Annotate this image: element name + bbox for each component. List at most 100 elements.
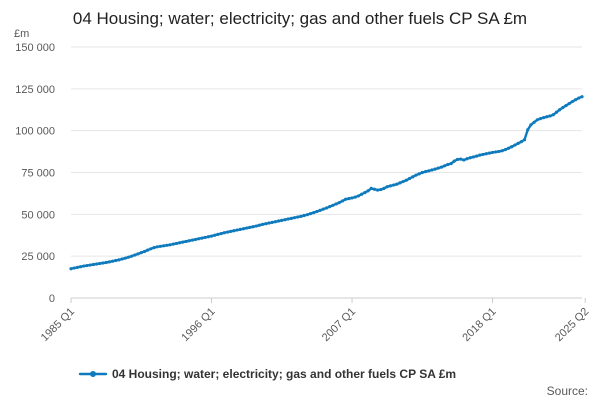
data-point[interactable] xyxy=(238,227,242,231)
data-point[interactable] xyxy=(289,216,293,220)
data-point[interactable] xyxy=(120,257,124,261)
data-point[interactable] xyxy=(257,223,262,227)
data-point[interactable] xyxy=(101,261,105,265)
data-point[interactable] xyxy=(372,187,377,191)
data-point[interactable] xyxy=(570,99,575,104)
data-point[interactable] xyxy=(273,220,277,224)
data-point[interactable] xyxy=(219,231,223,236)
data-point[interactable] xyxy=(468,156,472,160)
data-point[interactable] xyxy=(529,123,533,127)
data-point[interactable] xyxy=(439,165,444,169)
data-point[interactable] xyxy=(558,108,562,112)
data-point[interactable] xyxy=(369,186,373,190)
data-point[interactable] xyxy=(500,149,504,153)
data-point[interactable] xyxy=(510,145,514,149)
data-point[interactable] xyxy=(328,205,332,209)
data-point[interactable] xyxy=(296,215,300,219)
data-point[interactable] xyxy=(264,222,268,226)
data-point[interactable] xyxy=(200,236,204,240)
data-point[interactable] xyxy=(302,213,306,218)
data-point[interactable] xyxy=(554,110,559,114)
data-point[interactable] xyxy=(152,246,156,250)
data-point[interactable] xyxy=(312,211,316,215)
data-point[interactable] xyxy=(577,96,581,100)
data-point[interactable] xyxy=(158,244,163,248)
data-point[interactable] xyxy=(567,101,571,106)
data-point[interactable] xyxy=(270,220,274,224)
data-point[interactable] xyxy=(171,242,175,246)
data-point[interactable] xyxy=(117,258,121,262)
data-point[interactable] xyxy=(123,256,127,260)
data-point[interactable] xyxy=(423,170,428,174)
data-point[interactable] xyxy=(139,251,143,255)
data-point[interactable] xyxy=(356,194,361,198)
data-point[interactable] xyxy=(308,212,313,216)
data-point[interactable] xyxy=(251,225,255,229)
data-point[interactable] xyxy=(548,114,552,118)
data-point[interactable] xyxy=(427,169,431,173)
data-point[interactable] xyxy=(254,224,258,228)
data-point[interactable] xyxy=(452,159,456,163)
data-point[interactable] xyxy=(490,150,495,155)
data-point[interactable] xyxy=(379,187,383,192)
data-point[interactable] xyxy=(344,197,348,201)
data-point[interactable] xyxy=(382,186,386,190)
data-point[interactable] xyxy=(542,116,546,120)
data-point[interactable] xyxy=(245,226,249,230)
data-point[interactable] xyxy=(94,262,99,266)
data-point[interactable] xyxy=(526,128,530,132)
data-point[interactable] xyxy=(88,263,92,267)
data-point[interactable] xyxy=(318,208,322,212)
data-point[interactable] xyxy=(532,120,536,124)
data-point[interactable] xyxy=(462,158,466,162)
data-point[interactable] xyxy=(446,162,450,167)
data-point[interactable] xyxy=(324,206,329,210)
data-point[interactable] xyxy=(292,216,297,220)
data-point[interactable] xyxy=(506,146,511,150)
data-point[interactable] xyxy=(174,241,178,246)
data-point[interactable] xyxy=(222,231,226,235)
data-point[interactable] xyxy=(190,238,194,242)
data-point[interactable] xyxy=(417,172,421,176)
data-point[interactable] xyxy=(494,150,498,154)
data-point[interactable] xyxy=(337,201,341,205)
data-point[interactable] xyxy=(391,183,396,187)
data-point[interactable] xyxy=(497,149,501,154)
series-line[interactable] xyxy=(69,95,584,270)
data-point[interactable] xyxy=(519,140,523,144)
data-point[interactable] xyxy=(503,147,507,152)
data-point[interactable] xyxy=(197,237,201,241)
data-point[interactable] xyxy=(420,170,424,175)
data-point[interactable] xyxy=(149,247,153,251)
data-point[interactable] xyxy=(376,188,380,192)
data-point[interactable] xyxy=(398,181,402,185)
data-point[interactable] xyxy=(449,162,453,166)
data-point[interactable] xyxy=(177,241,182,245)
data-point[interactable] xyxy=(181,240,185,244)
data-point[interactable] xyxy=(455,157,460,162)
data-point[interactable] xyxy=(443,164,447,168)
data-point[interactable] xyxy=(126,255,131,259)
data-point[interactable] xyxy=(334,202,338,206)
data-point[interactable] xyxy=(475,154,479,158)
data-point[interactable] xyxy=(162,244,166,248)
data-point[interactable] xyxy=(401,179,405,184)
data-point[interactable] xyxy=(487,151,491,155)
data-point[interactable] xyxy=(564,103,568,108)
data-point[interactable] xyxy=(385,185,389,189)
data-point[interactable] xyxy=(146,248,150,252)
data-point[interactable] xyxy=(85,263,89,268)
data-point[interactable] xyxy=(366,189,370,193)
data-point[interactable] xyxy=(280,218,284,222)
data-point[interactable] xyxy=(107,260,111,264)
data-point[interactable] xyxy=(561,105,565,110)
data-point[interactable] xyxy=(69,267,73,271)
data-point[interactable] xyxy=(91,262,95,267)
data-point[interactable] xyxy=(404,178,408,182)
data-point[interactable] xyxy=(465,157,469,161)
data-point[interactable] xyxy=(340,199,345,203)
data-point[interactable] xyxy=(430,168,434,172)
data-point[interactable] xyxy=(229,229,233,233)
data-point[interactable] xyxy=(98,261,102,266)
data-point[interactable] xyxy=(433,167,437,171)
